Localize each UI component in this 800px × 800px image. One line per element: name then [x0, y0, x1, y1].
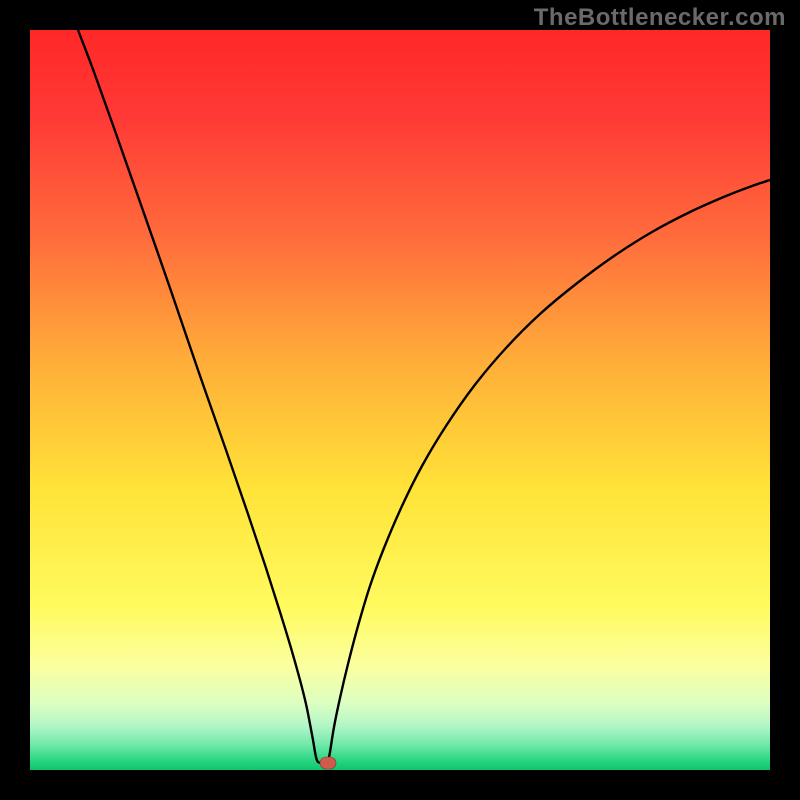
optimal-point-marker — [320, 757, 336, 769]
chart-svg — [0, 0, 800, 800]
watermark-label: TheBottlenecker.com — [534, 4, 786, 32]
chart-frame: TheBottlenecker.com — [0, 0, 800, 800]
gradient-background — [30, 30, 770, 770]
